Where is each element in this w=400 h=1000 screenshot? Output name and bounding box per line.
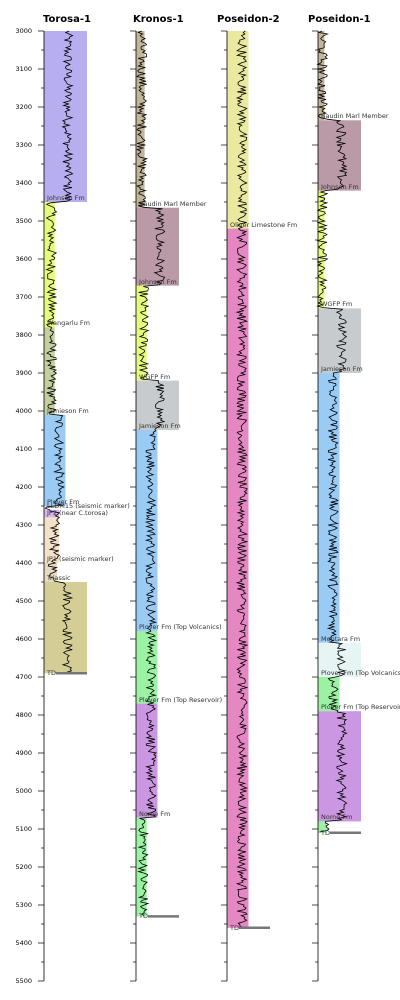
depth-tick-label: 3900 [15,369,32,377]
zone-3-1 [318,120,361,191]
depth-tick-label: 5500 [15,977,32,985]
zone-1-3 [136,380,179,430]
formation-label: Nome Fm [321,813,353,822]
zone-2-1 [227,228,249,928]
zone-0-8 [44,582,87,674]
formation-label: JP2 (near C.torosa) [47,509,108,518]
formation-label: Nome Fm [139,809,171,818]
depth-tick-label: 4500 [15,597,32,605]
log-curve [316,30,348,833]
formation-label: Montara Fm [321,634,361,643]
depth-tick-label: 3600 [15,255,32,263]
depth-tick-label: 4400 [15,559,32,567]
formation-label: Plover Fm (Top Volcanics) [139,623,222,632]
well-title: Kronos-1 [133,14,184,25]
log-curve [235,30,249,929]
well-title: Torosa-1 [43,14,91,25]
zone-3-6 [318,677,340,712]
depth-tick-label: 3000 [15,27,32,35]
td-label: TD [139,912,148,921]
zone-1-5 [136,631,158,704]
zone-0-7 [44,563,57,582]
depth-tick-label: 3200 [15,103,32,111]
depth-tick-label: 4200 [15,483,32,491]
zone-2-0 [227,31,249,229]
depth-tick-label: 5100 [15,825,32,833]
depth-tick-label: 3300 [15,141,32,149]
zone-3-4 [318,373,340,643]
td-label: TD [47,669,56,678]
zone-1-7 [136,817,147,917]
zone-0-5 [44,509,60,518]
formation-label: JP1 (seismic marker) [47,555,114,563]
zone-3-2 [318,190,325,309]
formation-label: Jamieson Fm [139,422,181,430]
formation-label: Oliver Limestone Fm [230,220,298,229]
formation-label: WGFP Fm [139,372,171,381]
formation-label: Johnson Fm [321,182,359,191]
zone-1-2 [136,285,147,381]
formation-label: Johnson Fm [139,277,177,286]
zone-3-0 [318,31,325,121]
depth-tick-label: 4300 [15,521,32,529]
zone-0-0 [44,31,87,202]
depth-tick-label: 3800 [15,331,32,339]
zone-1-0 [136,31,145,208]
depth-tick-label: 3100 [15,65,32,73]
formation-label: Jamieson Fm [47,406,89,415]
zone-3-8 [318,821,327,833]
depth-tick-label: 3500 [15,217,32,225]
formation-label: Plover Fm [47,498,80,506]
depth-tick-label: 4700 [15,673,32,681]
depth-tick-label: 4100 [15,445,32,453]
zone-0-2 [44,327,55,415]
zone-1-4 [136,430,158,632]
td-label: TD [230,923,239,932]
td-label: TD [321,828,330,837]
depth-tick-label: 5000 [15,787,32,795]
depth-tick-label: 4800 [15,711,32,719]
formation-label: LLDM15 (seismic marker) [47,501,130,510]
formation-label: Plover Fm (Top Reservoir) [139,695,223,704]
formation-label: Triassic [47,574,71,582]
formation-label: Plover Fm (Top Reservoir) [321,703,400,712]
depth-tick-label: 3400 [15,179,32,187]
depth-tick-label: 4000 [15,407,32,415]
formation-label: Baudin Marl Member [139,199,207,208]
depth-tick-label: 3700 [15,293,32,301]
formation-label: Wangarlu Fm [47,319,90,328]
formation-label: WGFP Fm [321,300,353,309]
depth-tick-label: 5200 [15,863,32,871]
well-title: Poseidon-1 [308,14,371,25]
zone-1-6 [136,703,158,818]
log-curve [136,30,166,916]
formation-label: Baudin Marl Member [321,112,389,121]
depth-tick-label: 4600 [15,635,32,643]
depth-tick-label: 4900 [15,749,32,757]
zone-0-3 [44,414,66,506]
depth-tick-label: 5300 [15,901,32,909]
log-curve [44,30,74,673]
depth-tick-label: 5400 [15,939,32,947]
formation-label: Johnson Fm [47,194,85,202]
formation-label: Jamieson Fm [321,365,363,373]
well-title: Poseidon-2 [217,14,280,25]
formation-label: Plover Fm (Top Volcanics) [321,669,400,677]
